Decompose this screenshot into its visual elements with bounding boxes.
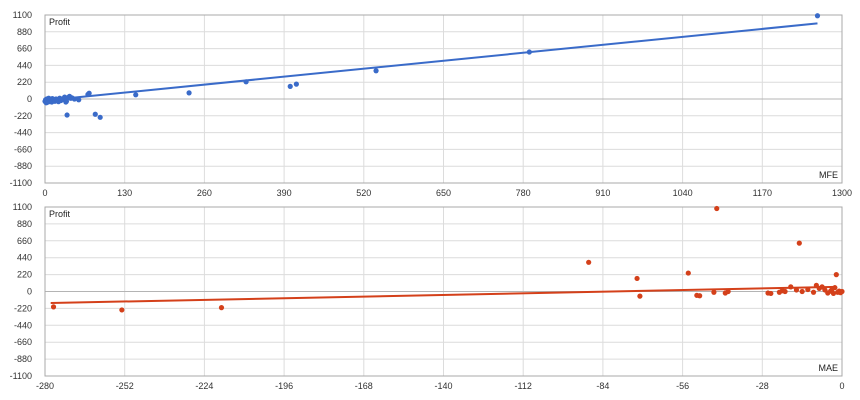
data-point: [725, 288, 731, 295]
data-point: [86, 90, 92, 96]
data-point: [293, 81, 299, 87]
mae-profit-chart: -280 -252 -224 -196 -168 -140 -112 -84 -56 -28 011…: [10, 202, 845, 391]
y-tick-label: -1100: [10, 178, 32, 188]
x-tick-label: 1040: [673, 188, 693, 198]
data-point: [133, 92, 139, 98]
y-tick-label: 440: [17, 253, 32, 263]
trend-line: [44, 22, 818, 102]
data-point: [97, 114, 103, 120]
data-point: [805, 286, 811, 293]
x-tick-label: 390: [277, 188, 292, 198]
x-tick-label: 260: [197, 188, 212, 198]
data-point: [782, 288, 788, 295]
y-tick-label: 440: [17, 60, 32, 70]
y-tick-label: 1100: [13, 10, 32, 20]
data-point: [586, 259, 592, 265]
x-tick-label: -28: [756, 381, 769, 391]
y-axis-label: Profit: [49, 209, 71, 219]
x-tick-label: -112: [515, 381, 532, 391]
y-tick-label: -660: [14, 144, 32, 154]
x-axis-label: MAE: [818, 363, 838, 373]
x-tick-label: 130: [117, 188, 132, 198]
mfe-profit-chart: 0 130 260 390 520 650 780 910 1040 1170 1300 1100 88…: [10, 10, 852, 198]
y-tick-label: -660: [14, 337, 32, 347]
data-point: [711, 289, 717, 295]
data-point: [839, 288, 845, 295]
y-tick-label: -440: [14, 128, 32, 138]
y-tick-label: 880: [17, 219, 32, 229]
y-tick-label: 660: [17, 44, 32, 54]
x-tick-label: 1300: [832, 188, 852, 198]
data-point: [830, 290, 837, 297]
y-tick-label: 220: [17, 270, 32, 280]
y-tick-label: -1100: [10, 371, 32, 381]
data-point: [788, 284, 794, 290]
data-point: [833, 272, 839, 278]
y-tick-label: -220: [14, 111, 32, 121]
data-point: [76, 97, 82, 103]
data-point: [218, 305, 225, 311]
x-tick-label: 910: [595, 188, 610, 198]
x-tick-label: -56: [676, 381, 689, 391]
data-point: [634, 275, 640, 282]
x-tick-label: -84: [596, 381, 609, 391]
x-tick-label: 1170: [753, 188, 772, 198]
data-point: [814, 13, 821, 19]
data-point: [685, 270, 691, 276]
data-point: [793, 287, 800, 293]
y-tick-label: -880: [14, 161, 32, 171]
x-tick-label: 780: [516, 188, 531, 198]
x-tick-label: -140: [434, 381, 452, 391]
x-tick-label: 650: [436, 188, 451, 198]
data-point: [768, 290, 774, 297]
data-point: [119, 307, 125, 313]
x-tick-label: -280: [36, 381, 54, 391]
data-point: [810, 289, 817, 295]
x-tick-label: -168: [355, 381, 373, 391]
data-point: [50, 304, 57, 310]
x-axis-label: MFE: [819, 170, 838, 180]
y-tick-label: -220: [14, 303, 32, 313]
data-point: [526, 49, 532, 55]
y-tick-label: 1100: [13, 202, 32, 212]
y-tick-label: 660: [17, 236, 32, 246]
data-point: [637, 293, 643, 299]
data-point: [796, 240, 802, 246]
x-tick-label: -224: [195, 381, 213, 391]
y-tick-label: 0: [27, 94, 32, 104]
y-tick-label: 0: [27, 287, 32, 297]
x-tick-label: -252: [116, 381, 134, 391]
x-tick-label: 520: [356, 188, 371, 198]
x-tick-label: 0: [42, 188, 47, 198]
data-point: [287, 83, 293, 89]
data-point: [186, 90, 192, 96]
data-point: [243, 79, 249, 85]
data-point: [71, 96, 78, 102]
y-tick-label: -440: [14, 320, 32, 330]
x-tick-label: -196: [275, 381, 293, 391]
y-tick-label: -880: [14, 354, 32, 364]
data-point: [697, 293, 703, 299]
y-tick-label: 220: [17, 77, 32, 87]
data-point: [714, 205, 720, 212]
data-point: [799, 288, 805, 295]
y-tick-label: 880: [17, 27, 32, 37]
data-point: [64, 112, 70, 118]
trend-line: [50, 285, 837, 305]
data-point: [832, 285, 838, 291]
data-point: [92, 111, 98, 117]
y-axis-label: Profit: [49, 17, 71, 27]
x-tick-label: 0: [839, 381, 844, 391]
data-point: [373, 68, 379, 74]
